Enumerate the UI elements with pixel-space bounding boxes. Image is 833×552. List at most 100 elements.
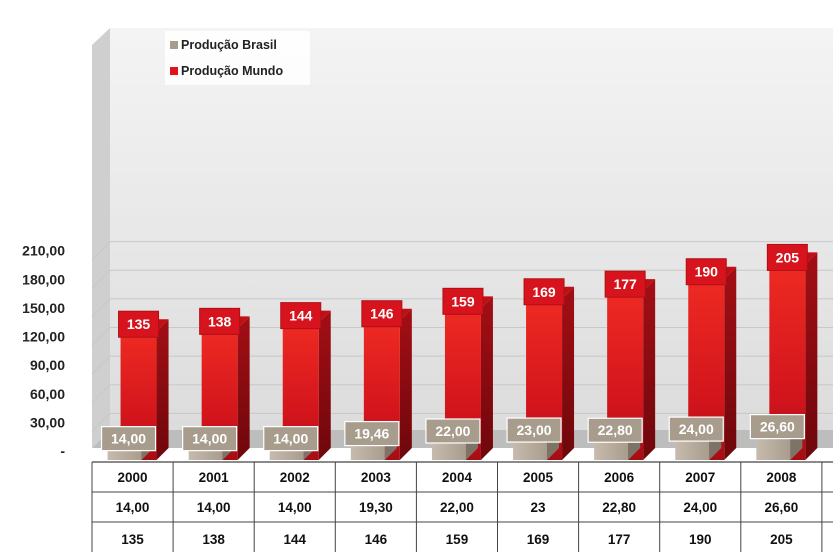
- legend-swatch-mundo: [170, 67, 178, 75]
- table-cell-mundo: 159: [446, 532, 469, 547]
- table-cell-brasil: 14,00: [197, 500, 231, 515]
- bar-mundo-side: [318, 310, 331, 460]
- data-label-brasil: 22,00: [435, 423, 470, 439]
- data-label-box-mundo: [766, 243, 808, 271]
- data-label-box-brasil: [587, 417, 643, 443]
- gridline: [91, 269, 833, 289]
- data-label-box-brasil: [100, 426, 157, 452]
- table-cell-mundo: 138: [202, 532, 225, 547]
- bars: [107, 252, 818, 460]
- bar-brasil-front: [594, 438, 629, 460]
- y-tick-label: 120,00: [22, 329, 65, 345]
- data-label-mundo: 159: [451, 293, 475, 309]
- data-label-mundo: 144: [289, 308, 313, 324]
- data-label-mundo: 177: [613, 276, 637, 292]
- bar-mundo-side: [724, 266, 737, 460]
- gridline: [91, 241, 833, 261]
- y-axis: - 30,00 60,00 90,00 120,00 150,00 180,00 210,00: [22, 243, 65, 459]
- gridline: [91, 412, 833, 432]
- data-label-box-mundo: [199, 307, 241, 335]
- bar-mundo-side: [399, 308, 412, 460]
- data-label-box-brasil: [425, 418, 481, 444]
- legend-box: [165, 31, 310, 85]
- y-tick-label: 60,00: [30, 386, 65, 402]
- y-tick-label: 180,00: [22, 271, 65, 287]
- data-label-brasil: 14,00: [273, 431, 308, 447]
- table-header-year: 2002: [280, 470, 310, 485]
- table-cell-brasil: 22,00: [440, 500, 474, 515]
- data-label-box-mundo: [118, 310, 160, 338]
- table-header-year: 2001: [199, 470, 230, 485]
- bar-brasil-front: [675, 437, 710, 460]
- table-header-year: 2003: [361, 470, 392, 485]
- gridline: [91, 327, 833, 346]
- table-cell-mundo: 144: [283, 532, 306, 547]
- table-cell-brasil: 14,00: [278, 500, 312, 515]
- data-label-box-brasil: [749, 414, 805, 440]
- table-cell-mundo: 135: [121, 532, 144, 547]
- data-label-brasil: 22,80: [598, 422, 633, 438]
- data-label-brasil: 26,60: [760, 419, 795, 435]
- table-header-year: 2006: [604, 470, 635, 485]
- bar-brasil-front: [350, 441, 385, 460]
- table-header-year: 2008: [766, 470, 797, 485]
- data-label-brasil: 14,00: [192, 431, 227, 447]
- bar-mundo-side: [562, 286, 575, 460]
- data-label-box-mundo: [442, 287, 484, 315]
- bar-mundo-side: [237, 316, 250, 460]
- table-cell-mundo: 190: [689, 532, 712, 547]
- data-label-mundo: 190: [695, 264, 719, 280]
- bar-brasil-front: [431, 439, 466, 460]
- legend-label-mundo: Produção Mundo: [181, 64, 283, 78]
- data-label-box-brasil: [668, 416, 724, 442]
- bar-mundo-side: [156, 319, 169, 460]
- table-cell-brasil: 24,00: [683, 500, 717, 515]
- bar-mundo-side: [480, 296, 493, 460]
- table-cell-mundo: 146: [365, 532, 388, 547]
- bar-mundo-side: [805, 252, 818, 460]
- data-label-box-brasil: [182, 426, 238, 452]
- legend: Produção Brasil Produção Mundo: [165, 31, 310, 85]
- data-label-mundo: 138: [208, 313, 232, 329]
- data-label-mundo: 135: [127, 316, 151, 332]
- table-header-year: 2004: [442, 470, 473, 485]
- table-cell-mundo: 177: [608, 532, 631, 547]
- y-tick-label: 90,00: [30, 357, 65, 373]
- data-label-brasil: 19,46: [354, 426, 389, 442]
- data-label-brasil: 14,00: [111, 431, 146, 447]
- bar-mundo-side: [643, 279, 656, 460]
- data-label-box-mundo: [685, 258, 727, 286]
- legend-label-brasil: Produção Brasil: [181, 38, 277, 52]
- data-label-mundo: 169: [532, 284, 556, 300]
- y-tick-label: 210,00: [22, 243, 65, 259]
- data-labels: 135 14,00 138 14,00 144 14,00 146 19,46 159 22,00…: [100, 243, 808, 452]
- y-tick-label: 30,00: [30, 414, 65, 430]
- y-tick-label: 150,00: [22, 300, 65, 316]
- table-header-year: 2005: [523, 470, 554, 485]
- gridlines: [91, 241, 833, 432]
- data-label-box-mundo: [361, 300, 403, 328]
- table-cell-brasil: 14,00: [116, 500, 150, 515]
- data-label-box-mundo: [280, 302, 322, 330]
- table-cell-mundo: 205: [770, 532, 793, 547]
- legend-swatch-brasil: [170, 41, 178, 49]
- data-label-box-brasil: [263, 426, 319, 452]
- y-tick-label: -: [60, 443, 65, 459]
- table-cell-brasil: 23: [531, 500, 547, 515]
- table-cell-brasil: 19,30: [359, 500, 393, 515]
- data-label-box-brasil: [344, 420, 400, 447]
- side-wall: [92, 28, 110, 448]
- table-cell-brasil: 26,60: [764, 500, 798, 515]
- data-label-box-mundo: [604, 270, 646, 298]
- table-cell-brasil: 22,80: [602, 500, 636, 515]
- data-label-brasil: 23,00: [517, 422, 552, 438]
- table-cell-mundo: 169: [527, 532, 550, 547]
- table-header-year: 2007: [685, 470, 715, 485]
- data-label-box-brasil: [506, 417, 562, 443]
- table-header-year: 2000: [118, 470, 148, 485]
- gridline: [91, 355, 833, 375]
- data-label-box-mundo: [523, 278, 565, 306]
- data-label-mundo: 146: [370, 306, 394, 322]
- gridline: [91, 298, 833, 318]
